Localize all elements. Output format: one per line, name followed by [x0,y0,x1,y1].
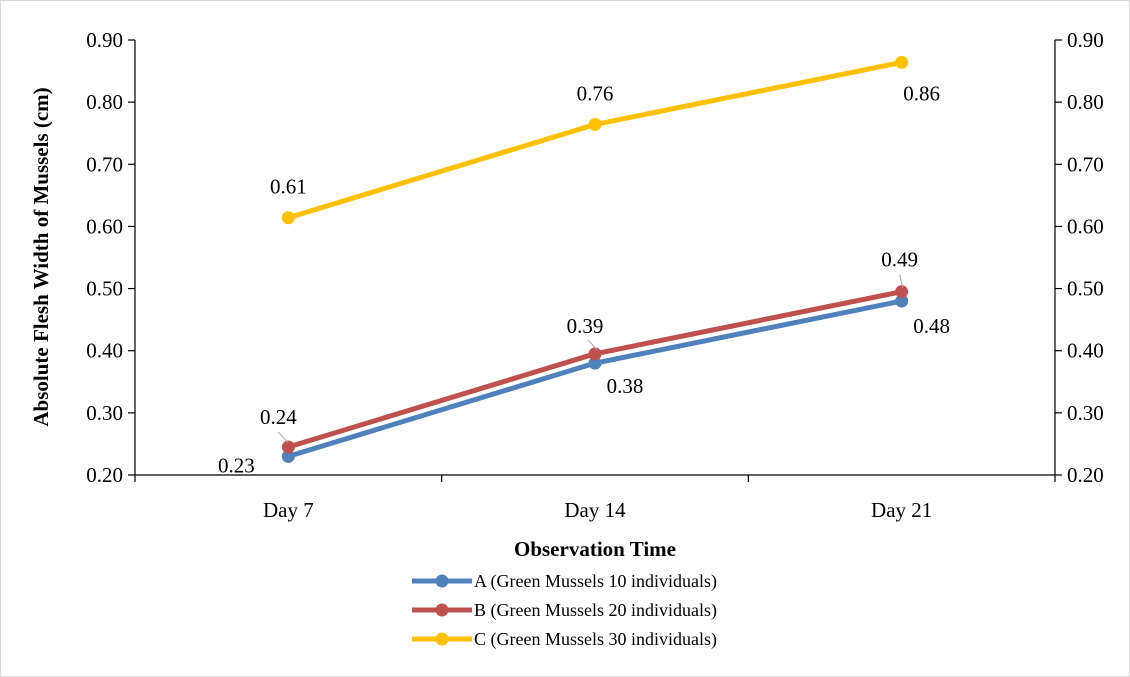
legend-marker-c [435,632,449,646]
data-label-leader [899,274,904,288]
x-tick-label: Day 21 [871,498,932,522]
secondary-y-tick-label: 0.20 [1067,463,1104,487]
data-label-leader [587,339,598,351]
legend-marker-b [435,603,449,617]
legend-label-a: A (Green Mussels 10 individuals) [474,571,717,592]
secondary-y-tick-label: 0.60 [1067,214,1104,238]
series-marker-b [588,347,602,361]
legend-label-c: C (Green Mussels 30 individuals) [474,629,717,650]
series-layer [281,55,909,463]
secondary-y-tick-label: 0.50 [1067,277,1104,301]
series-marker-b [281,440,295,454]
y-axis-title: Absolute Flesh Width of Mussels (cm) [29,87,53,426]
data-label: 0.61 [270,175,307,199]
y-tick-label: 0.40 [86,339,123,363]
series-marker-a [895,294,909,308]
y-tick-label: 0.80 [86,90,123,114]
data-label: 0.76 [577,82,614,106]
legend-label-b: B (Green Mussels 20 individuals) [474,600,717,621]
legend: A (Green Mussels 10 individuals) B (Green… [412,571,717,650]
data-label-leader [277,431,289,444]
data-label: 0.86 [903,81,940,105]
secondary-y-tick-label: 0.30 [1067,401,1104,425]
secondary-y-tick-label: 0.40 [1067,339,1104,363]
x-tick-label: Day 14 [564,498,626,522]
series-marker-c [588,118,602,132]
x-axis-title: Observation Time [514,537,676,561]
y-tick-label: 0.30 [86,401,123,425]
legend-marker-a [435,574,449,588]
data-label: 0.38 [607,374,644,398]
data-label: 0.24 [260,405,297,429]
secondary-y-tick-label: 0.70 [1067,152,1104,176]
x-tick-label: Day 7 [263,498,314,522]
y-tick-label: 0.70 [86,152,123,176]
secondary-y-tick-label: 0.90 [1067,28,1104,52]
series-marker-a [588,356,602,370]
y-tick-label: 0.60 [86,214,123,238]
y-tick-label: 0.20 [86,463,123,487]
axes-group: 0.20 0.20 0.30 0.30 0.40 0.40 0.50 0.50 0.60 0.60… [86,28,1104,522]
data-label: 0.48 [913,314,950,338]
y-tick-label: 0.50 [86,277,123,301]
secondary-y-tick-label: 0.80 [1067,90,1104,114]
data-label: 0.39 [567,314,604,338]
data-labels-layer: 0.23 0.38 0.48 0.24 0.39 0.49 0.61 0.76 0.86 [218,81,950,477]
series-marker-a [281,449,295,463]
data-label: 0.49 [881,248,918,272]
series-marker-c [895,55,909,69]
series-marker-c [281,211,295,225]
series-marker-b [895,285,909,299]
y-tick-label: 0.90 [86,28,123,52]
data-label: 0.23 [218,453,255,477]
